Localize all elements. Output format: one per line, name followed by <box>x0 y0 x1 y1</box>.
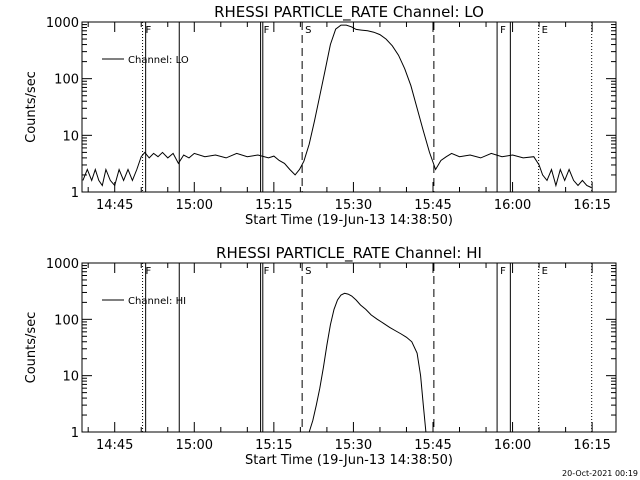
y-tick-label: 1 <box>71 426 79 441</box>
x-tick-label: 15:30 <box>335 438 372 453</box>
event-marker-label: F <box>500 25 506 36</box>
x-tick-label: 14:45 <box>96 438 133 453</box>
plot-frame <box>81 262 617 433</box>
x-tick-label: 15:00 <box>176 438 213 453</box>
series-line <box>82 24 592 188</box>
chart-title: RHESSI PARTICLE_RATE Channel: HI <box>216 244 482 263</box>
event-marker-label: F <box>500 266 506 277</box>
x-tick-label: 15:30 <box>335 198 372 213</box>
event-marker-label: E <box>542 25 548 36</box>
x-tick-label: 15:00 <box>176 198 213 213</box>
legend-entry: Channel: LO <box>128 55 189 66</box>
y-tick-label: 1000 <box>46 16 79 31</box>
x-axis-label: Start Time (19-Jun-13 14:38:50) <box>245 213 453 228</box>
x-tick-label: 16:00 <box>494 198 531 213</box>
y-axis-label: Counts/sec <box>24 312 39 384</box>
x-tick-label: 14:45 <box>96 198 133 213</box>
event-marker-label: F <box>264 266 270 277</box>
x-tick-label: 16:15 <box>573 198 610 213</box>
event-marker-label: F <box>146 266 152 277</box>
date-stamp: 20-Oct-2021 00:19 <box>562 469 638 478</box>
x-tick-label: 15:15 <box>255 438 292 453</box>
y-tick-label: 10 <box>62 129 79 144</box>
x-tick-label: 15:15 <box>255 198 292 213</box>
x-tick-label: 16:00 <box>494 438 531 453</box>
x-tick-label: 15:45 <box>414 438 451 453</box>
y-tick-label: 1000 <box>46 257 79 272</box>
event-marker-label: F <box>264 25 270 36</box>
event-marker-label: S <box>305 25 311 36</box>
chart-title: RHESSI PARTICLE_RATE Channel: LO <box>214 3 484 22</box>
x-tick-label: 16:15 <box>573 438 610 453</box>
chart-panel: RHESSI PARTICLE_RATE Channel: HI 14:45 15:… <box>24 244 617 468</box>
event-marker-label: E <box>542 266 548 277</box>
x-tick-label: 15:45 <box>414 198 451 213</box>
y-axis-label: Counts/sec <box>24 71 39 143</box>
series-line <box>308 292 427 433</box>
legend-entry: Channel: HI <box>128 296 186 307</box>
event-marker-label: S <box>305 266 311 277</box>
x-axis-label: Start Time (19-Jun-13 14:38:50) <box>245 453 453 468</box>
y-tick-label: 100 <box>54 313 79 328</box>
y-tick-label: 10 <box>62 370 79 385</box>
plot-frame <box>81 21 617 193</box>
y-tick-label: 1 <box>71 186 79 201</box>
y-tick-label: 100 <box>54 73 79 88</box>
event-marker-label: F <box>146 25 152 36</box>
chart-panel: RHESSI PARTICLE_RATE Channel: LO 14:45 15:… <box>24 3 617 228</box>
